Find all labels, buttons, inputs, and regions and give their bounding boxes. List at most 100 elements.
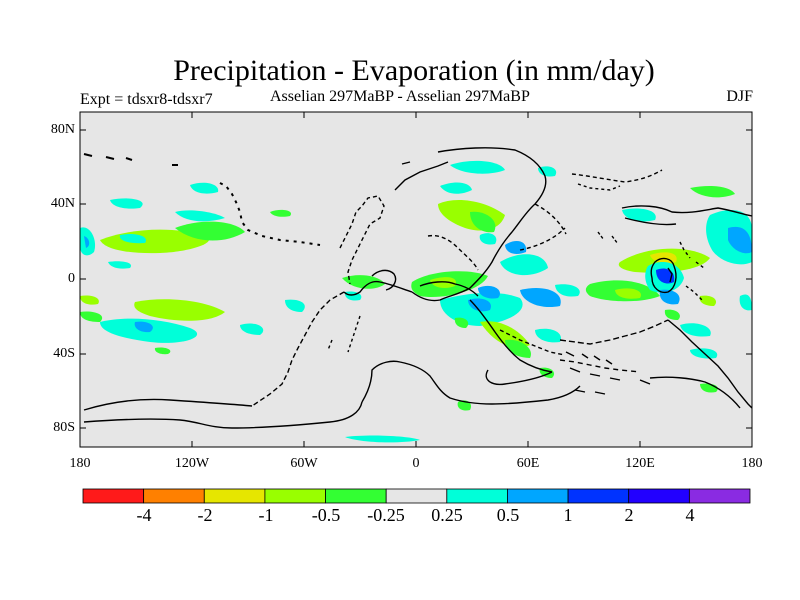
coastline (559, 359, 641, 373)
coastline (327, 315, 361, 353)
colorbar-cell (143, 488, 205, 504)
pe-region (505, 240, 527, 254)
coastline (667, 267, 673, 283)
pe-region (175, 221, 245, 241)
coastline (569, 367, 651, 385)
lat-label: 0 (68, 271, 75, 286)
experiment-label: Expt = tdsxr8-tdsxr7 (80, 91, 213, 108)
lat-label: 80N (50, 122, 75, 137)
pe-region (134, 321, 153, 333)
colorbar-cell (507, 488, 569, 504)
colorbar-cell (567, 488, 630, 504)
colorbar-label: 0.25 (431, 505, 463, 525)
coastline (571, 169, 663, 183)
coastline (411, 203, 536, 302)
colorbar-cell (688, 488, 751, 504)
pe-region (470, 211, 496, 233)
coastline (485, 369, 553, 386)
lon-label: 180 (69, 456, 91, 471)
lat-label: 40N (50, 196, 75, 211)
coastline (499, 329, 566, 356)
pe-region (240, 323, 264, 335)
colorbar (82, 488, 751, 504)
coastline (419, 281, 479, 297)
coastline (649, 376, 741, 409)
pe-region (468, 298, 491, 312)
pe-region (535, 328, 561, 343)
pe-region (270, 209, 291, 217)
coastline (650, 257, 677, 294)
coastline (361, 360, 493, 405)
coastline (437, 147, 547, 205)
lat-label: 40S (53, 346, 75, 361)
colorbar-cell (628, 488, 690, 504)
coastline (574, 389, 606, 395)
lat-label: 80S (53, 420, 75, 435)
pe-region (80, 295, 99, 305)
pe-region (699, 295, 717, 306)
coastline (219, 182, 321, 246)
pe-region (615, 288, 641, 299)
lon-label: 120E (625, 456, 655, 471)
coastline (679, 241, 705, 301)
pe-region (80, 311, 103, 322)
colorbar-label: 1 (563, 505, 573, 525)
colorbar-label: -0.5 (311, 505, 341, 525)
pe-region (108, 261, 131, 269)
coastline (83, 398, 253, 411)
coastline (469, 299, 553, 373)
coastline (427, 234, 479, 271)
pe-region (134, 299, 225, 321)
pe-region (622, 208, 656, 222)
coastline (597, 231, 619, 245)
coastline (343, 280, 413, 296)
lon-label: 0 (412, 456, 420, 471)
colorbar-label: 2 (624, 505, 634, 525)
pe-region (500, 254, 548, 276)
colorbar-label: -2 (197, 505, 213, 525)
map-background (80, 112, 752, 447)
pe-region (440, 182, 472, 194)
coastline (83, 153, 178, 166)
pe-region (728, 226, 752, 254)
coastline (83, 401, 363, 429)
coastline (371, 269, 397, 291)
coastline (251, 291, 345, 407)
colorbar-label: -1 (258, 505, 274, 525)
pe-region (84, 236, 90, 248)
pe-region (454, 317, 469, 328)
pe-region (285, 299, 305, 312)
coastline (394, 161, 449, 191)
lon-label: 180 (741, 456, 763, 471)
pe-region (110, 198, 143, 209)
pe-region (478, 285, 500, 299)
pe-region (656, 268, 675, 284)
lon-label: 120W (174, 456, 210, 471)
pe-region (680, 323, 711, 337)
lon-label: 60E (516, 456, 540, 471)
pe-region (555, 284, 580, 297)
lon-label: 60W (290, 456, 318, 471)
coastline (577, 183, 621, 191)
pe-region (505, 339, 531, 358)
coastline (667, 319, 753, 409)
coastline (624, 217, 677, 226)
pe-region (659, 289, 680, 305)
colorbar-cell (203, 488, 266, 504)
pe-region (664, 309, 680, 320)
pe-region (175, 210, 225, 222)
colorbar-cell (82, 488, 145, 504)
colorbar-label: -4 (136, 505, 152, 525)
coastlines (83, 147, 753, 429)
comparison-label: Asselian 297MaBP - Asselian 297MaBP (270, 88, 530, 105)
pe-region (479, 233, 497, 245)
pe-region (690, 186, 735, 198)
pe-region (739, 294, 752, 311)
season-label: DJF (726, 88, 753, 105)
axis-ticks (80, 112, 752, 447)
colorbar-label: 0.5 (496, 505, 520, 525)
coastline (559, 319, 669, 345)
coastline (519, 203, 567, 251)
pe-region (119, 233, 146, 244)
